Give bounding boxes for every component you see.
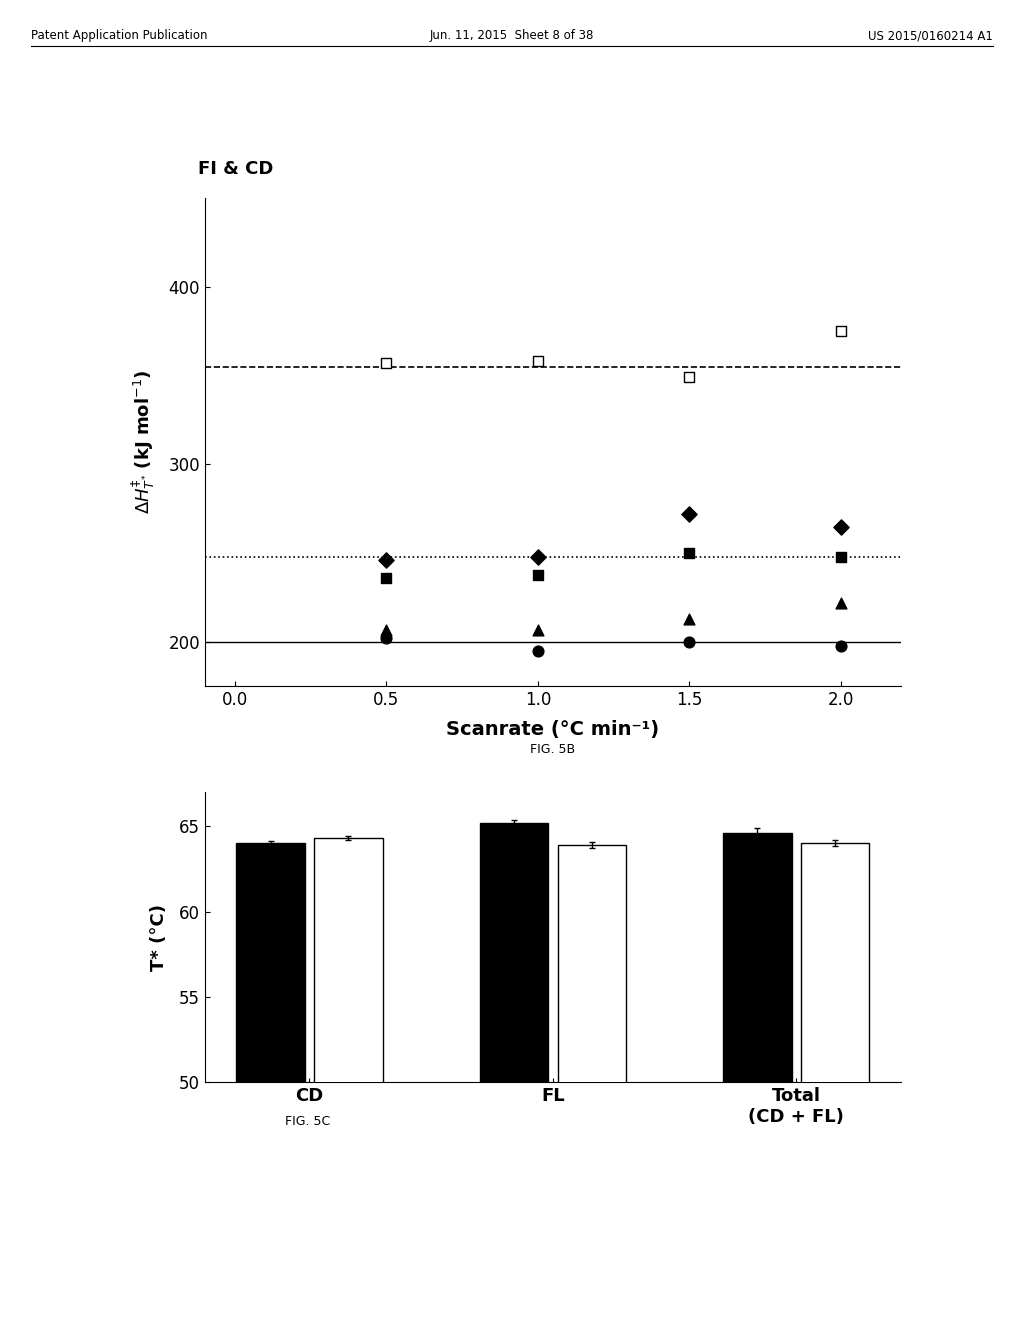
X-axis label: Scanrate (°C min⁻¹): Scanrate (°C min⁻¹)	[446, 721, 659, 739]
Point	[681, 367, 697, 388]
Bar	[558, 845, 626, 1320]
Point	[378, 352, 394, 374]
Point	[529, 546, 546, 568]
Text: FIG. 5C: FIG. 5C	[285, 1115, 330, 1129]
Text: FIG. 5B: FIG. 5B	[530, 743, 575, 756]
Bar	[314, 838, 383, 1320]
Point	[529, 619, 546, 640]
Point	[529, 640, 546, 661]
Point	[681, 543, 697, 564]
Point	[833, 516, 849, 537]
Point	[681, 503, 697, 524]
Point	[378, 549, 394, 570]
Bar	[480, 822, 548, 1320]
Point	[378, 628, 394, 649]
Y-axis label: $\Delta H^{\ddagger}_{T^{*}}$ (kJ mol$^{-1}$): $\Delta H^{\ddagger}_{T^{*}}$ (kJ mol$^{…	[130, 370, 158, 515]
Bar	[802, 843, 869, 1320]
Point	[833, 635, 849, 656]
Point	[833, 593, 849, 614]
Bar	[723, 833, 792, 1320]
Text: Jun. 11, 2015  Sheet 8 of 38: Jun. 11, 2015 Sheet 8 of 38	[430, 29, 594, 42]
Point	[681, 609, 697, 630]
Point	[378, 568, 394, 589]
Y-axis label: T* (°C): T* (°C)	[150, 904, 168, 970]
Text: Patent Application Publication: Patent Application Publication	[31, 29, 207, 42]
Text: FI & CD: FI & CD	[198, 161, 273, 178]
Text: US 2015/0160214 A1: US 2015/0160214 A1	[868, 29, 993, 42]
Point	[378, 619, 394, 640]
Point	[833, 321, 849, 342]
Point	[681, 631, 697, 652]
Point	[529, 351, 546, 372]
Bar	[237, 843, 304, 1320]
Point	[529, 564, 546, 585]
Point	[833, 546, 849, 568]
